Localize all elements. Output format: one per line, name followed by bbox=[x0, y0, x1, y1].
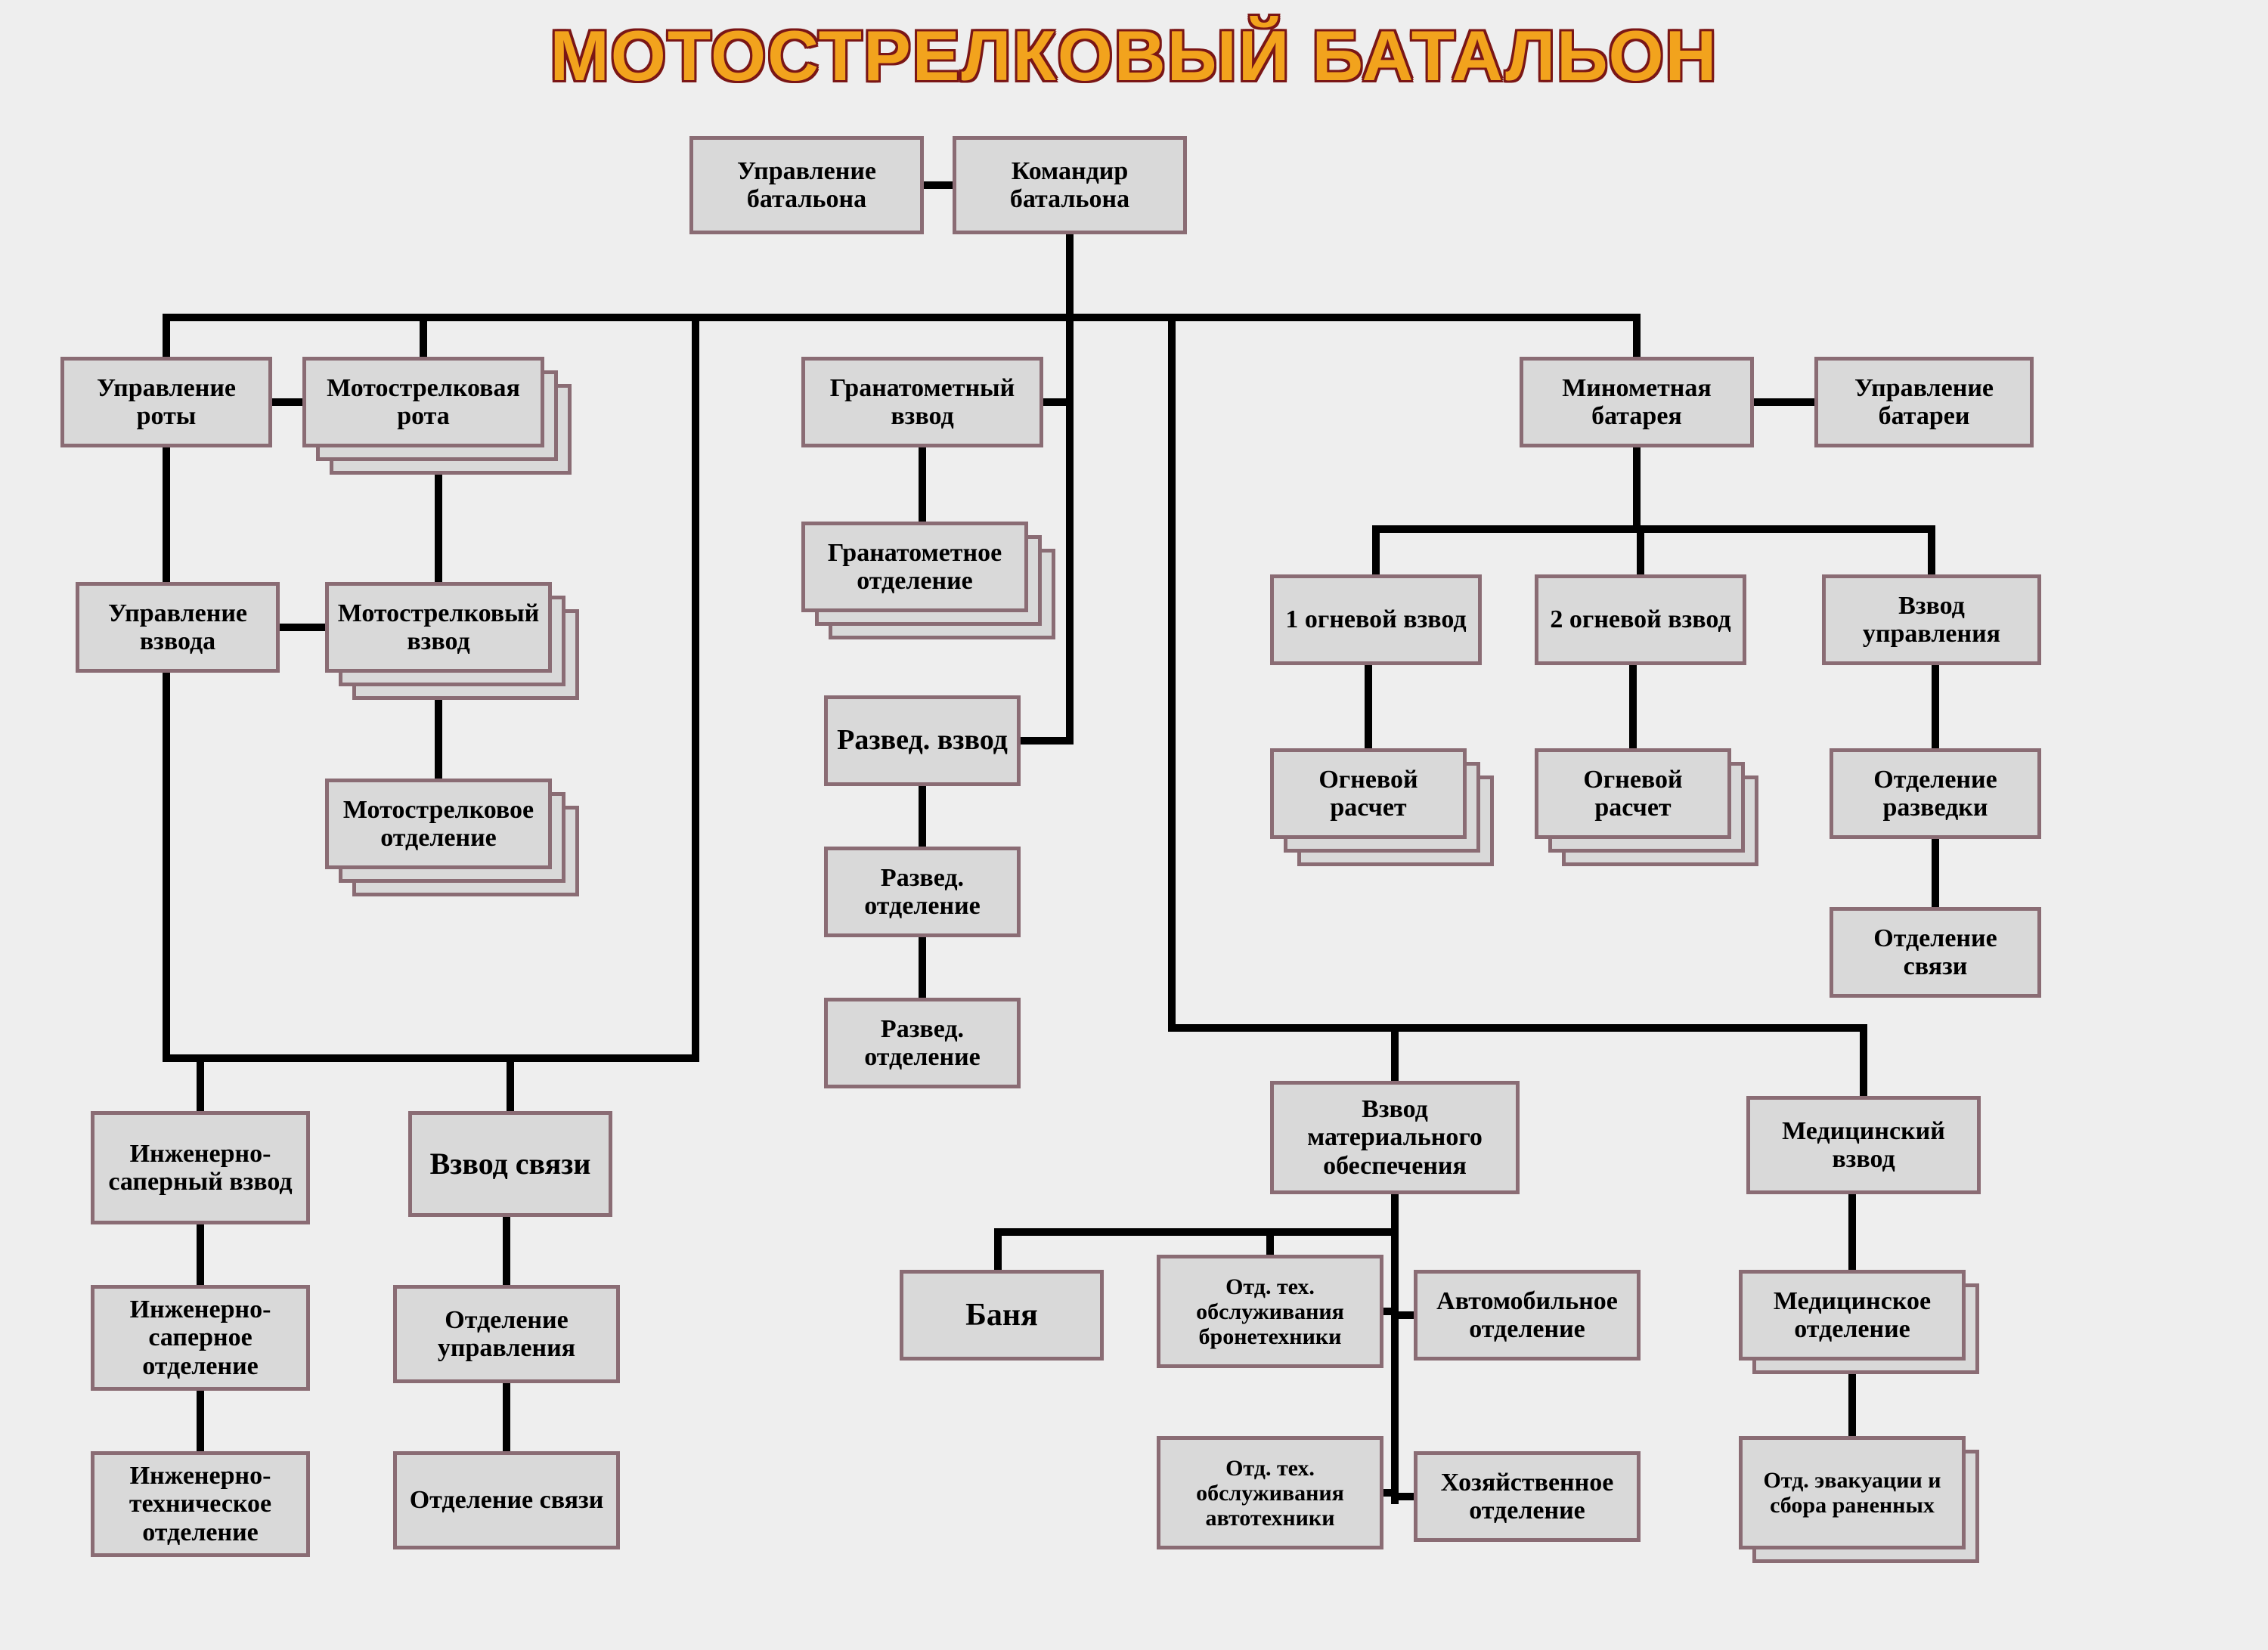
node-iso: Инженерно-саперное отделение bbox=[91, 1285, 310, 1391]
node-label: Медицинский взвод bbox=[1758, 1117, 1969, 1174]
node-upr_batr: Управление батареи bbox=[1814, 357, 2034, 447]
node-label: Автомобильное отделение bbox=[1425, 1287, 1629, 1344]
node-otd_upr: Отделение управления bbox=[393, 1285, 620, 1383]
node-vz_upr: Взвод управления bbox=[1822, 574, 2041, 665]
node-kom_bat: Командир батальона bbox=[953, 136, 1187, 234]
node-razv_otd1: Развед. отделение bbox=[824, 847, 1021, 937]
node-label: Управление батареи bbox=[1826, 374, 2022, 431]
node-otd_razv: Отделение разведки bbox=[1830, 748, 2041, 839]
node-label: Управление взвода bbox=[87, 599, 268, 656]
node-otd_svz1: Отделение связи bbox=[1830, 907, 2041, 998]
node-label: Взвод управления bbox=[1833, 592, 2030, 649]
node-label: Отделение связи bbox=[1841, 924, 2030, 981]
node-label: 1 огневой взвод bbox=[1285, 605, 1466, 633]
node-label: Отделение разведки bbox=[1841, 766, 2030, 822]
node-otd_avtoteh: Отд. тех. обслуживания автотехники bbox=[1157, 1436, 1383, 1549]
node-gran_otd: Гранатометное отделение bbox=[801, 522, 1028, 612]
org-chart: МОТОСТРЕЛКОВЫЙ БАТАЛЬОН Управление батал… bbox=[0, 0, 2268, 1650]
node-label: Отд. эвакуации и сбора раненных bbox=[1750, 1468, 1954, 1518]
node-label: Мотострелковое отделение bbox=[336, 796, 541, 853]
node-label: Минометная батарея bbox=[1531, 374, 1743, 431]
node-label: 2 огневой взвод bbox=[1550, 605, 1730, 633]
node-msr: Мотострелковая рота bbox=[302, 357, 544, 447]
node-label: Мотострелковый взвод bbox=[336, 599, 541, 656]
node-evak_otd: Отд. эвакуации и сбора раненных bbox=[1739, 1436, 1966, 1549]
node-mso: Мотострелковое отделение bbox=[325, 779, 552, 869]
node-msv: Мотострелковый взвод bbox=[325, 582, 552, 673]
node-label: Отделение связи bbox=[410, 1486, 604, 1514]
node-label: Гранатометное отделение bbox=[813, 539, 1017, 596]
node-label: Мотострелковая рота bbox=[314, 374, 533, 431]
node-isv: Инженерно-саперный взвод bbox=[91, 1111, 310, 1224]
node-otd_svz2: Отделение связи bbox=[393, 1451, 620, 1549]
node-med_otd: Медицинское отделение bbox=[1739, 1270, 1966, 1361]
node-label: Медицинское отделение bbox=[1750, 1287, 1954, 1344]
node-label: Командир батальона bbox=[964, 157, 1176, 214]
node-label: Огневой расчет bbox=[1281, 766, 1455, 822]
node-label: Управление роты bbox=[72, 374, 261, 431]
node-label: Развед. взвод bbox=[837, 725, 1008, 757]
node-label: Взвод связи bbox=[430, 1147, 591, 1181]
node-ogn1_vz: 1 огневой взвод bbox=[1270, 574, 1482, 665]
node-razv_vz: Развед. взвод bbox=[824, 695, 1021, 786]
node-label: Развед. отделение bbox=[835, 1015, 1009, 1072]
node-vz_svz: Взвод связи bbox=[408, 1111, 612, 1217]
node-label: Отделение управления bbox=[404, 1306, 609, 1363]
node-otd_avto: Автомобильное отделение bbox=[1414, 1270, 1641, 1361]
node-label: Управление батальона bbox=[701, 157, 912, 214]
node-label: Взвод материального обеспечения bbox=[1281, 1095, 1508, 1180]
node-label: Инженерно-саперное отделение bbox=[102, 1296, 299, 1380]
node-vmo: Взвод материального обеспечения bbox=[1270, 1081, 1520, 1194]
node-banya: Баня bbox=[900, 1270, 1104, 1361]
node-label: Инженерно-техническое отделение bbox=[102, 1462, 299, 1546]
node-razv_otd2: Развед. отделение bbox=[824, 998, 1021, 1088]
node-ito: Инженерно-техническое отделение bbox=[91, 1451, 310, 1557]
node-med_vz: Медицинский взвод bbox=[1746, 1096, 1981, 1194]
node-label: Огневой расчет bbox=[1546, 766, 1720, 822]
node-upr_bat: Управление батальона bbox=[689, 136, 924, 234]
node-gran_vz: Гранатометный взвод bbox=[801, 357, 1043, 447]
node-label: Хозяйственное отделение bbox=[1425, 1469, 1629, 1525]
node-label: Инженерно-саперный взвод bbox=[102, 1140, 299, 1196]
node-label: Гранатометный взвод bbox=[813, 374, 1032, 431]
node-label: Развед. отделение bbox=[835, 864, 1009, 921]
node-upr_roty: Управление роты bbox=[60, 357, 272, 447]
node-min_bat: Минометная батарея bbox=[1520, 357, 1754, 447]
node-ogn2_ras: Огневой расчет bbox=[1535, 748, 1731, 839]
node-label: Отд. тех. обслуживания бронетехники bbox=[1168, 1274, 1372, 1349]
node-otd_bron: Отд. тех. обслуживания бронетехники bbox=[1157, 1255, 1383, 1368]
node-upr_vzvoda: Управление взвода bbox=[76, 582, 280, 673]
node-hoz_otd: Хозяйственное отделение bbox=[1414, 1451, 1641, 1542]
node-ogn1_ras: Огневой расчет bbox=[1270, 748, 1467, 839]
node-label: Баня bbox=[965, 1298, 1038, 1333]
node-ogn2_vz: 2 огневой взвод bbox=[1535, 574, 1746, 665]
chart-title: МОТОСТРЕЛКОВЫЙ БАТАЛЬОН bbox=[0, 15, 2268, 97]
node-label: Отд. тех. обслуживания автотехники bbox=[1168, 1456, 1372, 1531]
